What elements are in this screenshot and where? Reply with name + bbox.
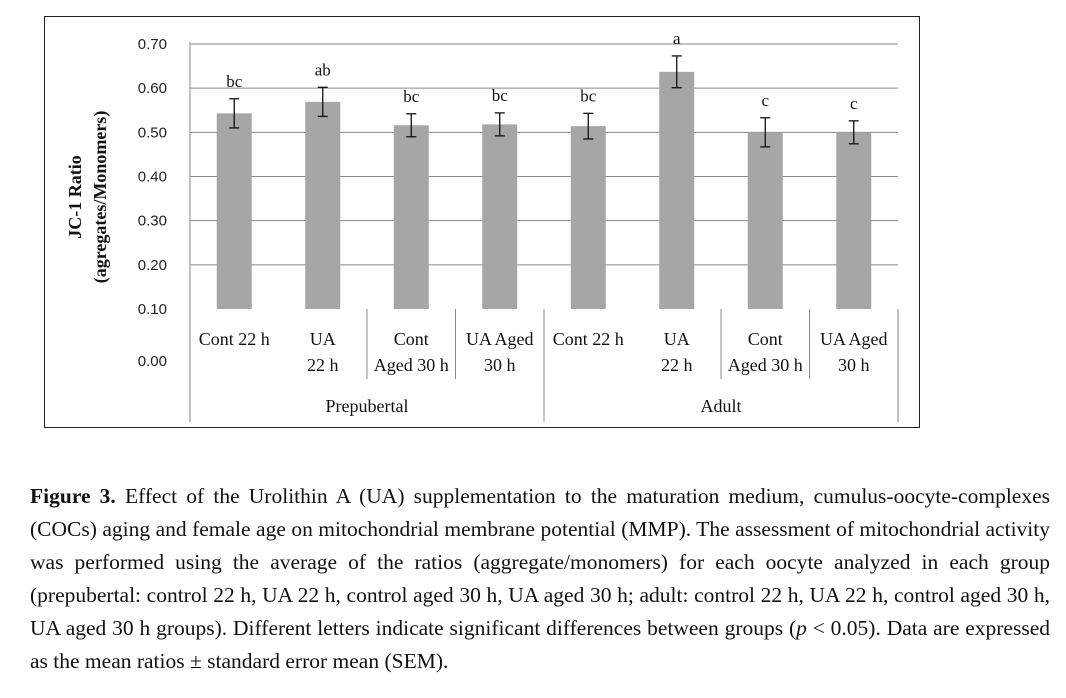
significance-letter: c [761,91,769,110]
x-tick-label-line2: 22 h [307,355,339,375]
caption-figure-label: Figure 3. [30,483,116,508]
significance-letter: a [673,29,681,48]
x-tick-label: Cont 22 h [199,329,270,349]
x-tick-label-line2: 22 h [661,355,693,375]
caption-text-1: Effect of the Urolithin A (UA) supplemen… [30,483,1050,640]
bar [836,132,872,309]
y-tick-label: 0.10 [138,301,167,318]
bar [570,126,606,310]
y-tick-label: 0.60 [138,80,167,97]
bar-chart: 0.10 0.20 0.30 0.40 0.50 0.60 0.70 0.00 JC-1 Rat… [65,29,899,422]
bar [305,101,341,309]
caption-text-2: < 0.05). Data are expressed as the mean … [30,615,1050,673]
x-tick-label-line2: 30 h [838,355,870,375]
x-tick-label-line2: Aged 30 h [728,355,803,375]
significance-letter: bc [226,72,243,91]
bar [747,132,783,309]
x-tick-label-line2: 30 h [484,355,516,375]
y-tick-label: 0.20 [138,257,167,274]
figure-caption: Figure 3. Effect of the Urolithin A (UA)… [30,480,1050,678]
bar [216,113,252,309]
caption-p-symbol: p [796,615,807,640]
y-axis-subtitle: (agregates/Monomers) [90,111,111,284]
x-tick-label-line2: Aged 30 h [374,355,449,375]
y-tick-label-zero: 0.00 [138,353,167,370]
y-tick-label: 0.70 [138,36,167,53]
group-label: Adult [700,396,741,416]
x-tick-label: UA [310,329,336,349]
group-label: Prepubertal [326,396,409,416]
x-tick-label: UA Aged [820,329,888,349]
bar [482,124,518,309]
bar [393,125,429,310]
x-tick-label: UA Aged [466,329,534,349]
y-tick-label: 0.30 [138,213,167,230]
significance-letter: bc [403,87,420,106]
x-tick-label: Cont [748,329,783,349]
significance-letter: bc [492,86,509,105]
significance-letter: bc [580,86,597,105]
x-tick-label: UA [664,329,690,349]
y-axis-title: JC-1 Ratio [65,155,85,239]
y-tick-label: 0.40 [138,169,167,186]
significance-letter: c [850,94,858,113]
x-tick-label: Cont 22 h [553,329,624,349]
chart-frame: 0.10 0.20 0.30 0.40 0.50 0.60 0.70 0.00 JC-1 Rat… [44,16,920,428]
y-tick-label: 0.50 [138,124,167,141]
x-tick-label: Cont [394,329,429,349]
bar [659,71,695,309]
significance-letter: ab [315,60,331,79]
